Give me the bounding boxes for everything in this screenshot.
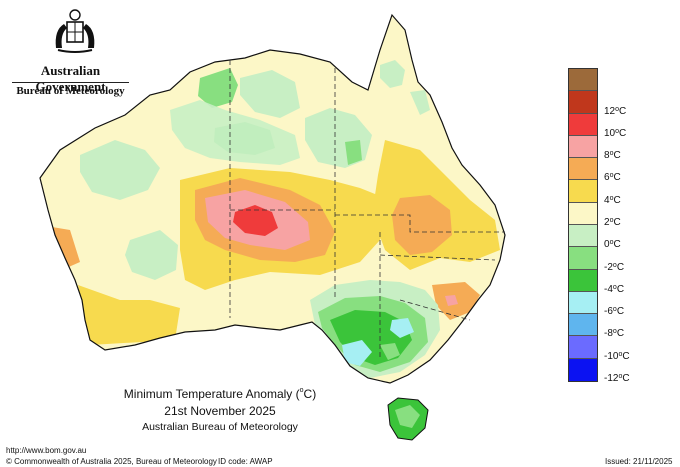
legend-label: 12oC (604, 105, 627, 117)
color-legend (568, 68, 598, 382)
legend-swatch (569, 91, 597, 114)
legend-swatch (569, 158, 597, 181)
legend-label: 4oC (604, 194, 621, 206)
map-title: Minimum Temperature Anomaly (oC) (123, 387, 317, 401)
legend-label: -12oC (604, 373, 630, 384)
id-code: ID code: AWAP (218, 457, 273, 466)
legend-label: -8oC (604, 328, 625, 340)
legend-label: 2oC (604, 217, 621, 228)
legend-swatch (569, 314, 597, 337)
legend-label: 10oC (604, 127, 627, 139)
legend-swatch (569, 113, 597, 136)
issued-date: Issued: 21/11/2025 (605, 457, 673, 466)
legend-swatch (569, 358, 597, 381)
legend-swatch (569, 291, 597, 315)
coat-of-arms-icon (55, 9, 95, 53)
legend-label: -6oC (604, 306, 625, 318)
copyright-notice: © Commonwealth of Australia 2025, Bureau… (6, 457, 217, 466)
legend-label: 8oC (604, 150, 621, 162)
legend-swatch (569, 135, 597, 159)
legend-label: -10oC (604, 350, 630, 362)
state-borders (229, 60, 505, 360)
legend-label: 6oC (604, 172, 621, 184)
government-logo: Australian Government Bureau of Meteorol… (8, 8, 133, 98)
agency-subtitle: Bureau of Meteorology (16, 85, 125, 97)
map-title-block: Minimum Temperature Anomaly (oC) 21st No… (100, 387, 340, 433)
map-agency: Australian Bureau of Meteorology (142, 421, 298, 433)
tasmania (387, 397, 429, 441)
legend-swatch (569, 336, 597, 359)
legend-swatch (569, 224, 597, 248)
legend-label: 0oC (604, 239, 621, 251)
legend-swatch (569, 69, 597, 92)
website-link[interactable]: http://www.bom.gov.au (6, 446, 87, 455)
legend-label: -4oC (604, 283, 625, 295)
map-date: 21st November 2025 (164, 404, 276, 418)
title-divider (12, 82, 129, 83)
legend-swatch (569, 180, 597, 203)
legend-swatch (569, 202, 597, 225)
legend-swatch (569, 269, 597, 292)
legend-label: -2oC (604, 261, 625, 273)
legend-swatch (569, 247, 597, 270)
